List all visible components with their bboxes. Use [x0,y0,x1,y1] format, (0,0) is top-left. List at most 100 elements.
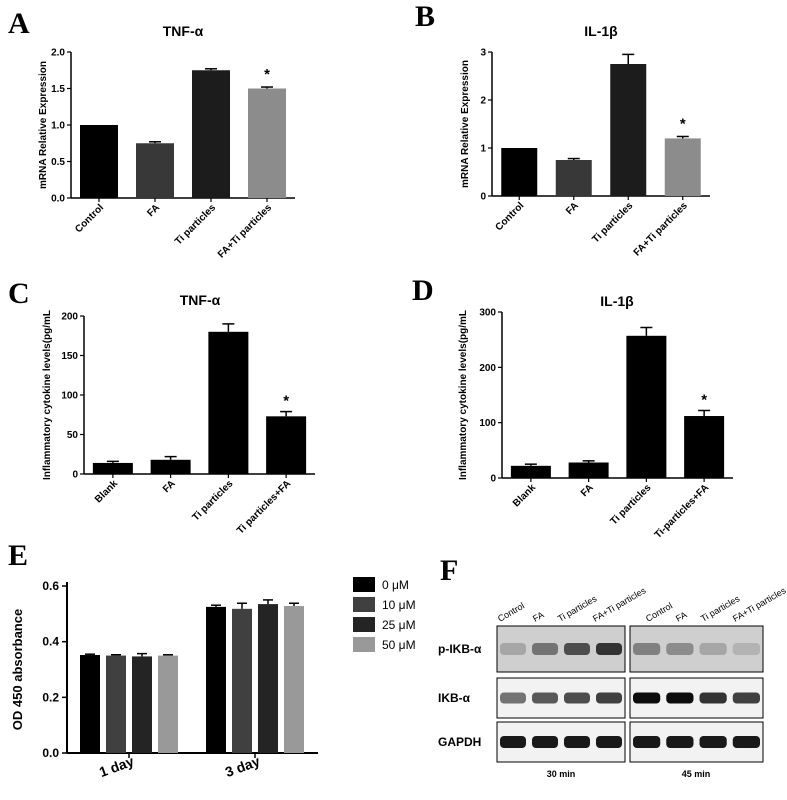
blot-band [500,643,526,655]
x-tick-label: FA+Ti particles [632,200,690,258]
blot-band [532,692,558,704]
blot-band [666,736,694,748]
blot-band [596,692,622,704]
x-tick-label: Blank [511,482,538,509]
y-tick-label: 100 [479,418,496,429]
significance-marker: * [701,391,707,408]
bar [248,88,286,198]
blot-band [564,736,590,748]
lane-label: FA+Ti particles [731,585,787,624]
blot-band [564,643,590,655]
blot-band [666,692,694,704]
blot-band [699,692,727,704]
blot-band [732,692,760,704]
bar [92,462,133,474]
y-tick-label: 0 [72,470,78,481]
blot-band [633,643,661,655]
y-tick-label: 50 [67,430,79,441]
chart-title: TNF-α [163,23,204,39]
blot-band [596,736,622,748]
bar [555,160,592,196]
blot-band [500,692,526,704]
bar [80,125,118,198]
legend-swatch [353,617,375,632]
blot-band [633,736,661,748]
bar [568,462,609,478]
y-tick-label: 100 [61,391,78,402]
x-tick-label: Ti particles [590,200,635,245]
bar [510,465,551,478]
significance-marker: * [264,66,270,83]
y-tick-label: 0.6 [42,579,59,593]
y-tick-label: 0.0 [51,194,65,205]
x-tick-label: 3 day [223,753,262,780]
lane-label: Control [496,601,526,624]
bar [136,143,174,198]
blot-band [532,643,558,655]
chart-c: TNF-α Inflammatory cytokine levels(pg/mL 0… [42,292,315,537]
chart-b: IL-1β mRNA Relative Expression 0 1 2 3 Control… [460,23,710,259]
bar [208,331,249,474]
bar [80,655,100,753]
blot-band [532,736,558,748]
bar [501,148,538,196]
x-tick-label: Ti particles+FA [235,478,293,536]
y-tick-label: 1.5 [51,84,65,95]
bar [106,655,126,753]
y-tick-label: 0 [490,474,496,485]
blot-band [732,643,760,655]
y-tick-label: 0.4 [42,635,59,649]
blot-band [699,643,727,655]
x-tick-label: FA+Ti particles [216,202,274,260]
y-tick-label: 200 [479,363,496,374]
time-label: 45 min [682,769,711,779]
bar [626,335,667,478]
chart-d: IL-1β Inflammatory cytokine levels(pg/mL 0… [458,293,733,541]
chart-title: IL-1β [600,293,634,309]
chart-title: IL-1β [584,23,618,39]
bar [284,606,304,753]
significance-marker: * [283,393,289,410]
panel-label-d: D [412,274,434,307]
lane-label: FA [674,610,689,624]
y-tick-label: 0 [480,192,486,203]
lane-label: FA [531,610,546,624]
blot-row-label: IKB-α [438,691,471,705]
y-tick-label: 150 [61,351,78,362]
blot-band [596,643,622,655]
blot-band [633,692,661,704]
y-tick-label: 300 [479,308,496,319]
lane-label: FA+Ti particles [591,585,648,624]
x-tick-label: FA [161,478,178,495]
bar [192,70,230,198]
x-tick-label: FA [564,200,581,217]
blot-band [500,736,526,748]
blot-row-label: p-IKB-α [438,642,482,656]
blot-row-label: GAPDH [438,735,481,749]
bar [258,604,278,753]
y-tick-label: 0.0 [42,746,59,760]
legend-swatch [353,637,375,652]
x-tick-label: Ti particles [609,482,654,527]
legend-label: 25 μM [382,618,416,632]
y-tick-label: 2.0 [51,48,65,59]
y-tick-label: 200 [61,312,78,323]
y-axis-label: OD 450 absorbance [10,609,25,730]
bar [150,459,191,474]
bar [132,656,152,753]
bar [206,606,226,753]
x-tick-label: FA [579,482,596,499]
blot-band [666,643,694,655]
panel-label-f: F [440,554,458,587]
bar [158,655,178,753]
y-tick-label: 1 [480,144,486,155]
y-axis-label: mRNA Relative Expression [460,60,471,188]
chart-e: OD 450 absorbance 0.0 0.2 0.4 0.6 1 day 3 day 0… [10,577,416,780]
significance-marker: * [680,115,686,132]
y-axis-label: mRNA Relative Expression [38,61,49,189]
time-label: 30 min [547,769,576,779]
y-tick-label: 2 [480,96,486,107]
bar [684,416,725,478]
y-tick-label: 3 [480,48,486,59]
